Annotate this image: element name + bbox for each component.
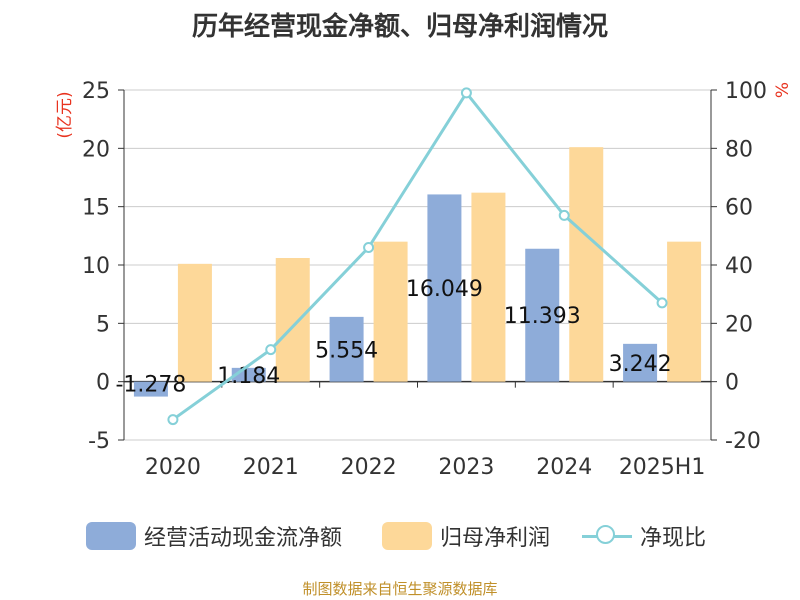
right-tick-label: 80 (725, 137, 753, 162)
left-tick-label: 10 (82, 254, 110, 279)
right-tick-label: 0 (725, 371, 739, 396)
legend: 经营活动现金流净额 归母净利润 净现比 (0, 516, 800, 556)
x-tick-label: 2022 (341, 455, 397, 480)
legend-item-ratio[interactable]: 净现比 (582, 516, 706, 556)
legend-swatch-cash-flow (86, 522, 136, 550)
point-ratio (363, 242, 375, 253)
legend-item-cash-flow[interactable]: 经营活动现金流净额 (86, 516, 342, 556)
point-ratio (656, 297, 668, 309)
bar-net-profit (373, 241, 408, 382)
right-tick-label: 100 (725, 79, 767, 104)
right-axis-title: % (773, 82, 793, 98)
right-tick-label: 20 (725, 312, 753, 337)
data-label-cash-flow: 5.554 (315, 338, 378, 363)
data-label-cash-flow: 16.049 (406, 277, 483, 302)
bar-net-profit (471, 192, 506, 382)
legend-item-net-profit[interactable]: 归母净利润 (382, 516, 550, 556)
legend-swatch-ratio (582, 522, 632, 550)
point-ratio (460, 87, 472, 99)
bar-net-profit (569, 147, 604, 382)
right-tick-label: -20 (725, 429, 761, 454)
left-tick-label: 0 (96, 371, 110, 396)
data-label-cash-flow: 1.184 (217, 364, 280, 389)
x-tick-label: 2021 (243, 455, 299, 480)
legend-swatch-net-profit (382, 522, 432, 550)
x-tick-label: 2025H1 (619, 455, 706, 480)
right-tick-label: 60 (725, 196, 753, 221)
right-tick-label: 40 (725, 254, 753, 279)
left-tick-label: 5 (96, 312, 110, 337)
bar-cash-flow (329, 316, 364, 382)
point-ratio (558, 209, 570, 221)
legend-label-ratio: 净现比 (640, 526, 707, 551)
bar-cash-flow (525, 248, 560, 382)
source-note: 制图数据来自恒生聚源数据库 (302, 580, 498, 598)
left-tick-label: -5 (88, 429, 110, 454)
data-label-cash-flow: 11.393 (504, 304, 581, 329)
bar-net-profit (275, 258, 310, 382)
point-ratio (167, 414, 179, 426)
chart-title: 历年经营现金净额、归母净利润情况 (191, 12, 608, 42)
x-tick-label: 2020 (145, 455, 201, 480)
left-tick-label: 25 (82, 79, 110, 104)
point-ratio (265, 344, 277, 356)
bar-cash-flow (623, 343, 658, 382)
left-tick-label: 20 (82, 137, 110, 162)
left-tick-label: 15 (82, 196, 110, 221)
data-label-cash-flow: 3.242 (609, 352, 672, 377)
x-tick-label: 2024 (536, 455, 592, 480)
bar-net-profit (667, 241, 702, 382)
bar-cash-flow (133, 381, 168, 397)
left-axis-title: (亿元) (55, 91, 75, 138)
line-ratio (172, 90, 664, 421)
bar-net-profit (177, 263, 212, 382)
legend-label-net-profit: 归母净利润 (440, 526, 551, 551)
legend-label-cash-flow: 经营活动现金流净额 (144, 526, 343, 551)
data-label-cash-flow: -1.278 (115, 373, 186, 398)
bar-cash-flow (427, 194, 462, 382)
x-tick-label: 2023 (438, 455, 494, 480)
